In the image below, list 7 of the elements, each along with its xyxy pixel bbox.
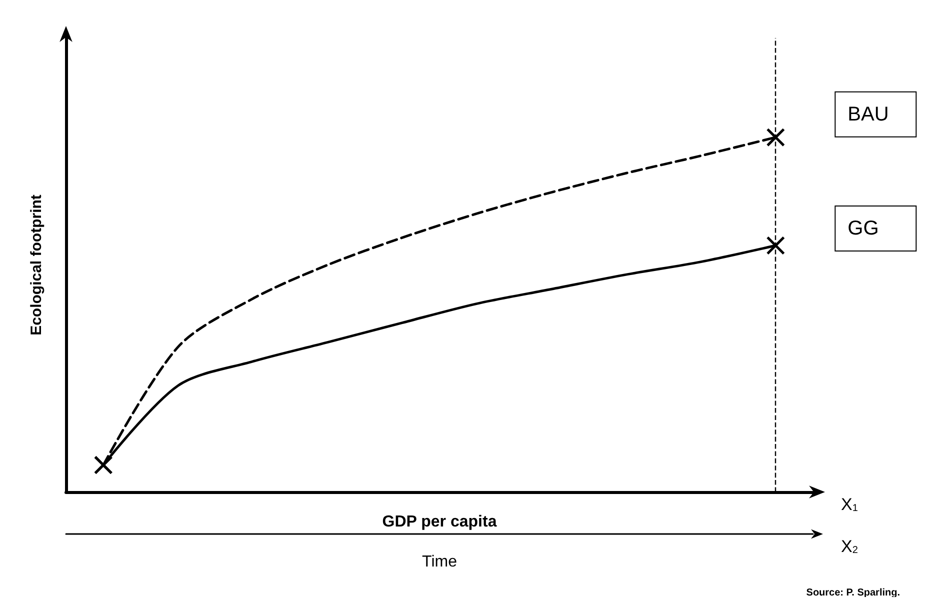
x2-axis-title: Time bbox=[422, 554, 458, 570]
text: BAU bbox=[848, 103, 889, 126]
text: GG bbox=[848, 217, 879, 240]
x-axis-title: GDP per capita bbox=[382, 514, 497, 530]
y-axis-title: Ecological footprint bbox=[28, 194, 45, 336]
text: X2 bbox=[841, 537, 858, 556]
text: X1 bbox=[841, 495, 858, 514]
